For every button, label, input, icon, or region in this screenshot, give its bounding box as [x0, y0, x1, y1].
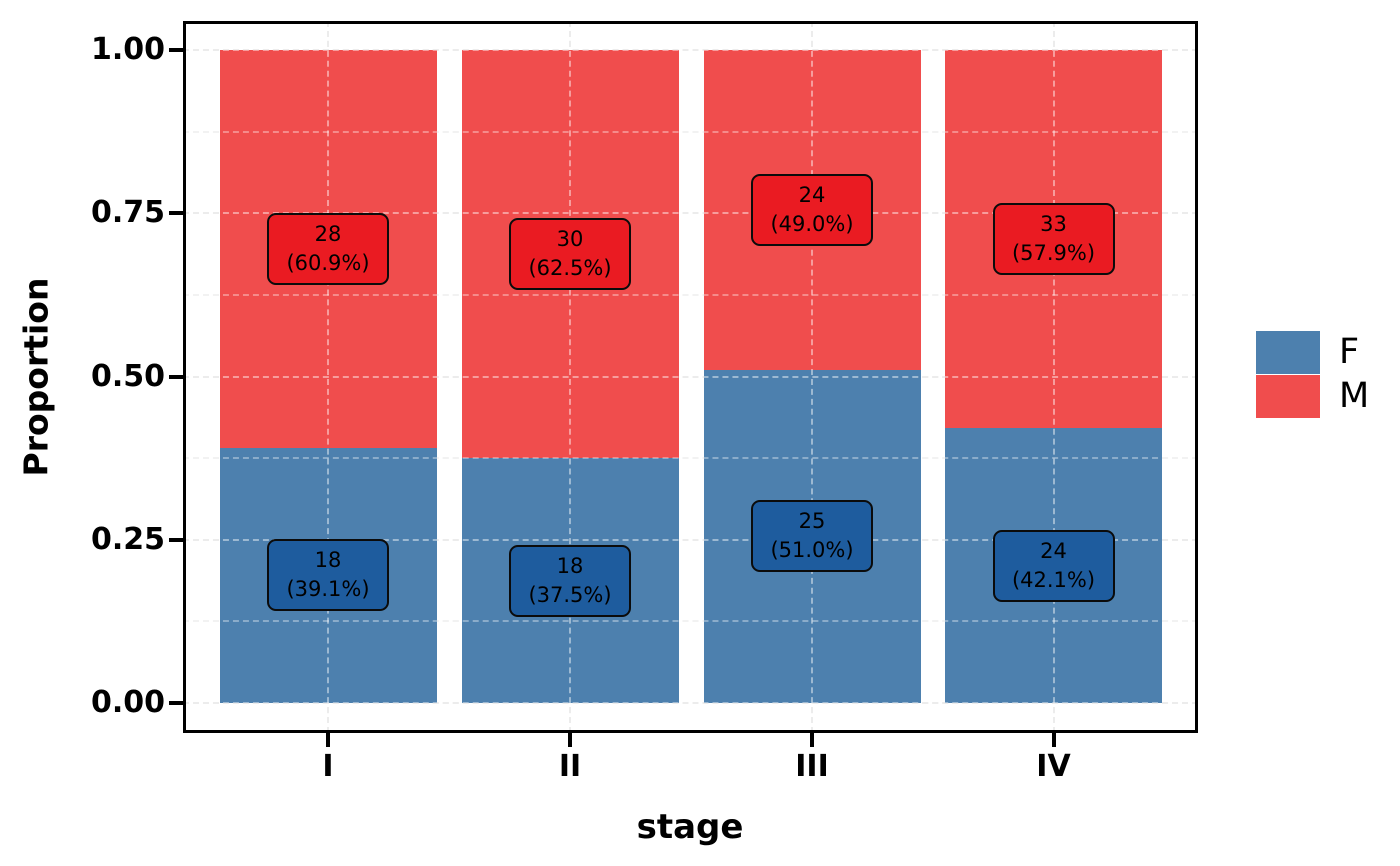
legend-label: M — [1339, 376, 1370, 416]
legend-entry-F: F — [1256, 331, 1369, 374]
legend-label: F — [1339, 332, 1360, 372]
y-tick-label: 1.00 — [90, 32, 165, 67]
y-tick-mark — [169, 48, 183, 52]
legend-key-F — [1256, 331, 1320, 374]
y-tick-mark — [169, 537, 183, 542]
gridline-minor-horizontal — [183, 457, 1198, 460]
y-tick-label: 0.50 — [90, 358, 165, 394]
gridline-major-vertical — [569, 21, 571, 733]
y-tick-mark — [169, 374, 183, 379]
gridline-major-vertical — [811, 21, 813, 733]
value-label-count: 28 — [314, 221, 342, 246]
y-tick-mark — [169, 701, 183, 705]
value-label-box-F-II: 18 (37.5%) — [509, 544, 631, 617]
value-label-box-F-III: 25 (51.0%) — [751, 500, 873, 573]
gridline-major-vertical — [1052, 21, 1055, 733]
value-label-percent: (60.9%) — [286, 250, 370, 275]
value-label-percent: (51.0%) — [770, 538, 854, 563]
x-tick-mark — [568, 733, 572, 747]
gridline-major-horizontal — [183, 212, 1198, 215]
x-tick-label-II: II — [558, 749, 582, 784]
x-tick-label-III: III — [795, 749, 829, 784]
x-tick-label-IV: IV — [1036, 749, 1071, 784]
value-label-count: 18 — [556, 553, 584, 578]
value-label-count: 18 — [314, 548, 342, 573]
value-label-box-M-II: 30 (62.5%) — [509, 218, 631, 291]
legend-entry-M: M — [1256, 375, 1369, 418]
x-tick-mark — [326, 733, 330, 747]
value-label-count: 30 — [556, 227, 584, 252]
gridline-minor-horizontal — [183, 457, 1198, 460]
gridline-major-horizontal — [183, 375, 1198, 378]
gridline-minor-horizontal — [183, 130, 1198, 133]
gridline-major-horizontal — [183, 49, 1198, 51]
y-tick-mark — [169, 211, 183, 216]
y-tick-label: 0.25 — [90, 521, 165, 557]
gridline-major-horizontal — [183, 212, 1198, 215]
value-label-box-F-I: 18 (39.1%) — [267, 539, 389, 612]
value-label-box-F-IV: 24 (42.1%) — [992, 529, 1115, 602]
legend-key-M — [1256, 375, 1320, 418]
value-label-percent: (62.5%) — [528, 256, 612, 281]
value-label-count: 24 — [1040, 538, 1067, 563]
value-label-count: 24 — [798, 182, 826, 207]
x-axis-title: stage — [636, 807, 744, 847]
gridline-major-horizontal — [183, 538, 1198, 541]
gridline-minor-horizontal — [183, 293, 1198, 296]
x-tick-label-I: I — [322, 749, 334, 784]
gridline-minor-horizontal — [183, 130, 1198, 133]
value-label-percent: (57.9%) — [1011, 241, 1096, 266]
gridline-minor-horizontal — [183, 620, 1198, 623]
gridline-minor-horizontal — [183, 293, 1198, 296]
gridline-major-vertical — [327, 21, 329, 733]
gridline-major-horizontal — [183, 538, 1198, 541]
value-label-percent: (49.0%) — [770, 211, 854, 236]
value-label-box-M-III: 24 (49.0%) — [751, 173, 873, 246]
value-label-count: 25 — [798, 509, 826, 534]
value-label-count: 33 — [1040, 212, 1067, 237]
gridline-major-horizontal — [183, 702, 1198, 704]
value-label-percent: (39.1%) — [286, 577, 370, 602]
value-label-box-M-I: 28 (60.9%) — [267, 212, 389, 285]
x-tick-mark — [1051, 733, 1056, 747]
y-tick-label: 0.75 — [90, 195, 165, 231]
gridline-major-horizontal — [183, 702, 1198, 704]
y-tick-label: 0.00 — [90, 685, 165, 720]
value-label-percent: (42.1%) — [1011, 567, 1096, 592]
x-tick-mark — [810, 733, 814, 747]
value-label-box-M-IV: 33 (57.9%) — [992, 203, 1115, 276]
value-label-percent: (37.5%) — [528, 582, 612, 607]
gridline-major-horizontal — [183, 49, 1198, 51]
gridline-major-horizontal — [183, 375, 1198, 378]
gridline-minor-horizontal — [183, 620, 1198, 623]
